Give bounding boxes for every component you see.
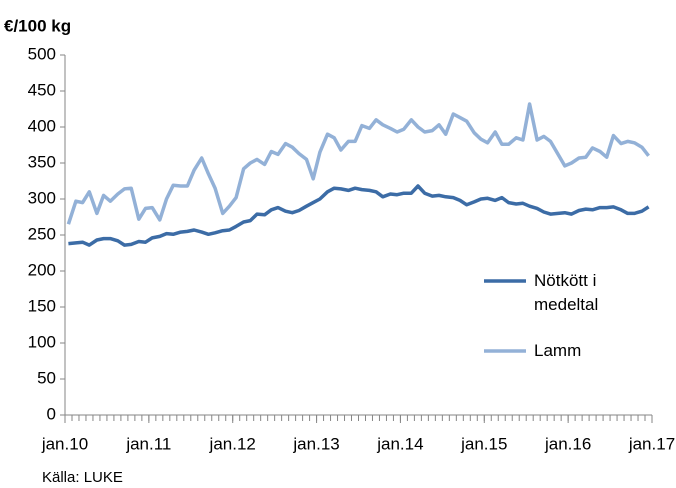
- x-tick-label: jan.17: [628, 434, 675, 453]
- source: Källa: LUKE: [42, 469, 123, 486]
- y-tick-label: 250: [28, 224, 56, 243]
- y-tick-label: 450: [28, 80, 56, 99]
- y-tick-label: 300: [28, 188, 56, 207]
- y-tick-label: 400: [28, 116, 56, 135]
- x-tick-label: jan.14: [376, 434, 423, 453]
- legend-label: Lamm: [534, 341, 582, 360]
- x-tick-label: jan.10: [41, 434, 88, 453]
- y-tick-label: 150: [28, 296, 56, 315]
- series-line: [66, 102, 650, 225]
- legend-label: Nötkött i medeltal: [534, 271, 599, 314]
- y-tick-label: 500: [28, 44, 56, 63]
- x-tick-label: jan.13: [292, 434, 339, 453]
- x-tick-label: jan.15: [460, 434, 507, 453]
- y-tick-label: 0: [47, 404, 56, 423]
- y-tick-label: 200: [28, 260, 56, 279]
- y-tick-label: 50: [37, 368, 56, 387]
- y-tick-label: 350: [28, 152, 56, 171]
- y-tick-label: 100: [28, 332, 56, 351]
- series-line: [68, 184, 650, 247]
- x-tick-label: jan.11: [125, 434, 171, 453]
- chart-title: €/100 kg: [4, 16, 71, 35]
- x-tick-label: jan.16: [544, 434, 591, 453]
- x-tick-label: jan.12: [209, 434, 256, 453]
